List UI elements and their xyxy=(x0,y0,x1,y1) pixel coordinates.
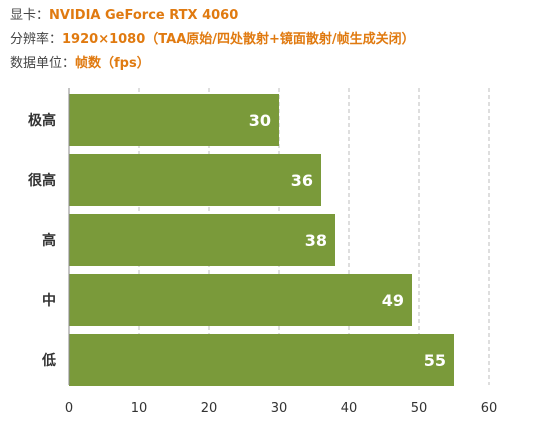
x-tick-label: 30 xyxy=(271,401,288,416)
unit-label: 数据单位： xyxy=(10,56,76,71)
bar xyxy=(69,214,335,266)
bar xyxy=(69,334,454,386)
x-tick-label: 20 xyxy=(201,401,218,416)
gpu-value: NVIDIA GeForce RTX 4060 xyxy=(49,8,239,23)
bar-value-label: 38 xyxy=(305,231,327,250)
resolution-label: 分辨率： xyxy=(10,32,63,47)
bar xyxy=(69,154,321,206)
bar-value-label: 55 xyxy=(424,351,446,370)
gpu-info-line: 显卡：NVIDIA GeForce RTX 4060 xyxy=(10,7,238,25)
x-tick-label: 50 xyxy=(411,401,428,416)
bar-value-label: 36 xyxy=(291,171,313,190)
category-label: 低 xyxy=(41,352,56,369)
gpu-label: 显卡： xyxy=(10,8,50,23)
bar-value-label: 30 xyxy=(249,111,271,130)
category-label: 高 xyxy=(42,232,56,249)
bar-value-label: 49 xyxy=(382,291,404,310)
resolution-info-line: 分辨率：1920×1080（TAA原始/四处散射+镜面散射/帧生成关闭） xyxy=(10,31,415,49)
unit-value: 帧数（fps） xyxy=(75,56,150,71)
unit-info-line: 数据单位：帧数（fps） xyxy=(10,55,150,73)
x-tick-label: 0 xyxy=(65,401,73,416)
category-label: 很高 xyxy=(28,172,56,189)
x-tick-label: 10 xyxy=(131,401,148,416)
bar xyxy=(69,94,279,146)
category-label: 中 xyxy=(42,292,56,309)
x-tick-label: 40 xyxy=(341,401,358,416)
category-label: 极高 xyxy=(28,112,56,129)
bar xyxy=(69,274,412,326)
resolution-value: 1920×1080（TAA原始/四处散射+镜面散射/帧生成关闭） xyxy=(62,32,415,47)
x-tick-label: 60 xyxy=(481,401,498,416)
